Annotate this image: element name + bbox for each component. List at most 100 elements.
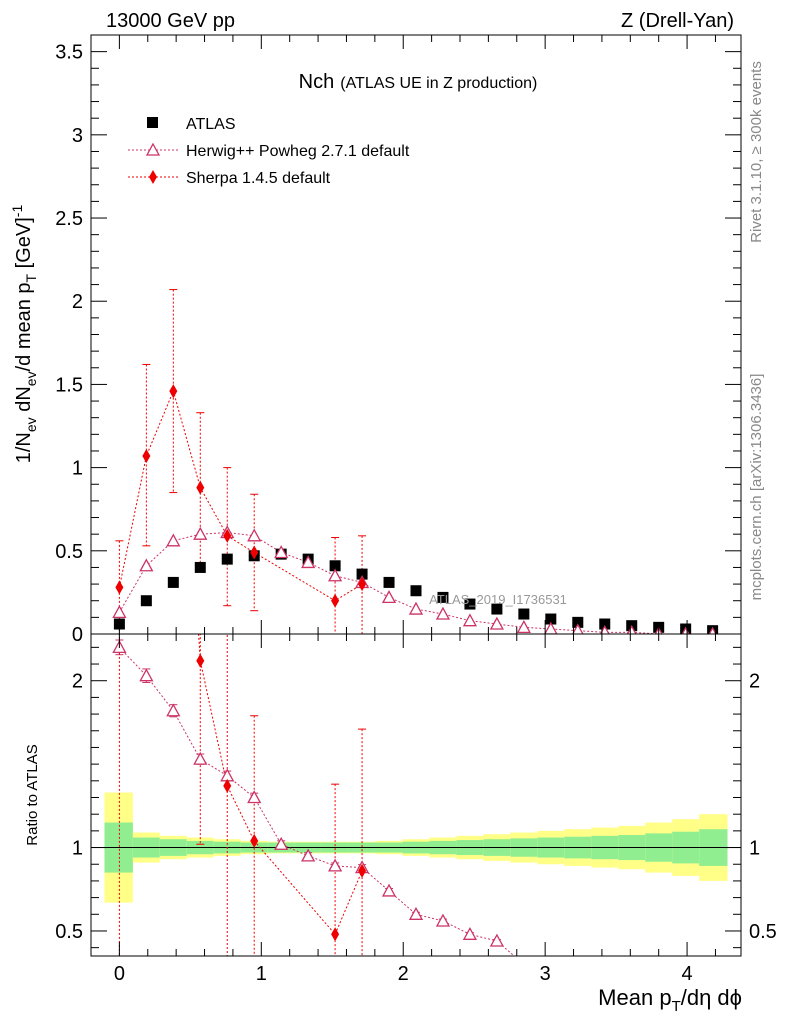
herwig-point (139, 558, 154, 572)
atlas-point (464, 598, 476, 610)
main-y-tick-label: 0.5 (55, 541, 83, 563)
herwig-point (328, 568, 343, 582)
herwig-point (112, 605, 127, 619)
atlas-point (329, 560, 341, 572)
main-y-tick-label: 1.5 (55, 374, 83, 396)
ylabel-part-1: 1/N (13, 432, 35, 463)
ratio-panel-series (112, 223, 530, 969)
atlas-point (167, 576, 179, 588)
herwig-ratio-point (381, 883, 397, 897)
sherpa-ratio-line (198, 634, 363, 936)
herwig-point (408, 601, 424, 615)
sherpa-point (115, 580, 124, 595)
plot-title-sub: (ATLAS UE in Z production) (340, 75, 537, 92)
x-axis-label: Mean pT/dη dϕ (598, 985, 742, 1015)
sherpa-point (223, 528, 232, 543)
main-y-tick-label: 0 (72, 624, 83, 646)
sherpa-point (250, 545, 259, 560)
herwig-point (247, 528, 262, 542)
sherpa-line (118, 389, 363, 602)
xlabel-sub-t: T (672, 998, 681, 1015)
main-y-tick-label: 2.5 (55, 208, 83, 230)
analysis-watermark: ATLAS_2019_I1736531 (429, 592, 567, 607)
data-series-layer (112, 223, 719, 969)
herwig-point (381, 590, 397, 604)
ylabel-sub-ev-1: ev (23, 417, 39, 432)
herwig-ratio-point (518, 958, 530, 969)
header-left: 13000 GeV pp (106, 10, 235, 32)
legend-label-sherpa: Sherpa 1.4.5 default (186, 170, 331, 187)
xlabel-part-2: /dη dϕ (681, 985, 742, 1010)
herwig-ratio-point (166, 703, 181, 717)
atlas-point (437, 591, 449, 603)
sherpa-ratio-point (358, 863, 367, 878)
legend-marker-atlas (147, 117, 158, 128)
sherpa-point (142, 448, 151, 463)
herwig-ratio-point (489, 933, 504, 947)
sherpa-ratio-point (115, 257, 123, 271)
axes-layer: 0 1 2 3 4 0 0.5 1 1.5 2 2.5 3 3.5 0.5 0.5 1 1 2 2 (55, 34, 777, 985)
x-tick-label: 3 (540, 963, 551, 985)
atlas-point (518, 608, 530, 620)
atlas-point (140, 595, 152, 607)
legend-label-atlas: ATLAS (186, 116, 236, 133)
ratio-y-axis-label: Ratio to ATLAS (24, 744, 41, 845)
legend-marker-sherpa (149, 170, 157, 184)
ratio-uncertainty-bands (91, 792, 741, 903)
herwig-line (118, 532, 713, 634)
herwig-point (435, 606, 451, 620)
legend: ATLAS Herwig++ Powheg 2.7.1 default Sher… (128, 116, 410, 187)
herwig-ratio-point (408, 906, 424, 920)
main-y-tick-label: 3.5 (55, 42, 83, 64)
ylabel-sub-ev-2: ev (23, 371, 39, 386)
herwig-point (301, 555, 316, 569)
sherpa-point (331, 593, 340, 608)
herwig-ratio-point (274, 836, 289, 850)
herwig-ratio-point (462, 926, 478, 940)
sherpa-point (196, 480, 205, 495)
atlas-point (383, 576, 395, 588)
sherpa-point (358, 577, 367, 592)
herwig-point (544, 621, 558, 634)
atlas-point (221, 553, 233, 565)
herwig-ratio-point (139, 668, 154, 682)
main-y-axis-label: 1/Nev dNev/d mean pT [GeV]-1 (9, 205, 39, 464)
sherpa-ratio-point (169, 223, 177, 237)
x-tick-label: 4 (682, 963, 693, 985)
xlabel-part-1: Mean p (598, 985, 671, 1010)
legend-label-herwig: Herwig++ Powheg 2.7.1 default (186, 143, 410, 160)
ratio-y-tick-label-right: 2 (749, 671, 760, 693)
herwig-point (571, 623, 584, 634)
atlas-point (599, 618, 611, 630)
atlas-point (410, 585, 422, 597)
herwig-ratio-point (328, 858, 343, 872)
herwig-point (462, 613, 478, 627)
herwig-ratio-point (247, 790, 262, 804)
ratio-y-tick-label-left: 2 (72, 671, 83, 693)
main-panel-series (112, 289, 719, 634)
x-tick-label: 1 (256, 963, 267, 985)
herwig-point (193, 526, 208, 540)
ratio-y-tick-label-right: 1 (749, 838, 760, 860)
plot-title-main: Nch (299, 71, 335, 93)
sherpa-ratio-point (331, 927, 340, 942)
herwig-point (274, 545, 289, 559)
herwig-point (489, 616, 504, 630)
ylabel-part-2: dN (13, 386, 35, 417)
sherpa-point (169, 384, 178, 399)
main-y-tick-label: 2 (72, 291, 83, 313)
ratio-y-tick-label-left: 1 (72, 838, 83, 860)
sherpa-ratio-point (223, 778, 232, 793)
sherpa-ratio-point (196, 653, 205, 668)
ratio-y-tick-label-left: 0.5 (55, 921, 83, 943)
header-right: Z (Drell-Yan) (621, 10, 734, 32)
herwig-point (626, 624, 637, 634)
ylabel-unit: [GeV] (13, 217, 35, 274)
atlas-point (491, 603, 503, 615)
herwig-ratio-point (301, 848, 316, 862)
main-y-tick-label: 3 (72, 125, 83, 147)
x-tick-label: 2 (398, 963, 409, 985)
main-y-tick-label: 1 (72, 458, 83, 480)
herwig-ratio-point (193, 751, 208, 765)
